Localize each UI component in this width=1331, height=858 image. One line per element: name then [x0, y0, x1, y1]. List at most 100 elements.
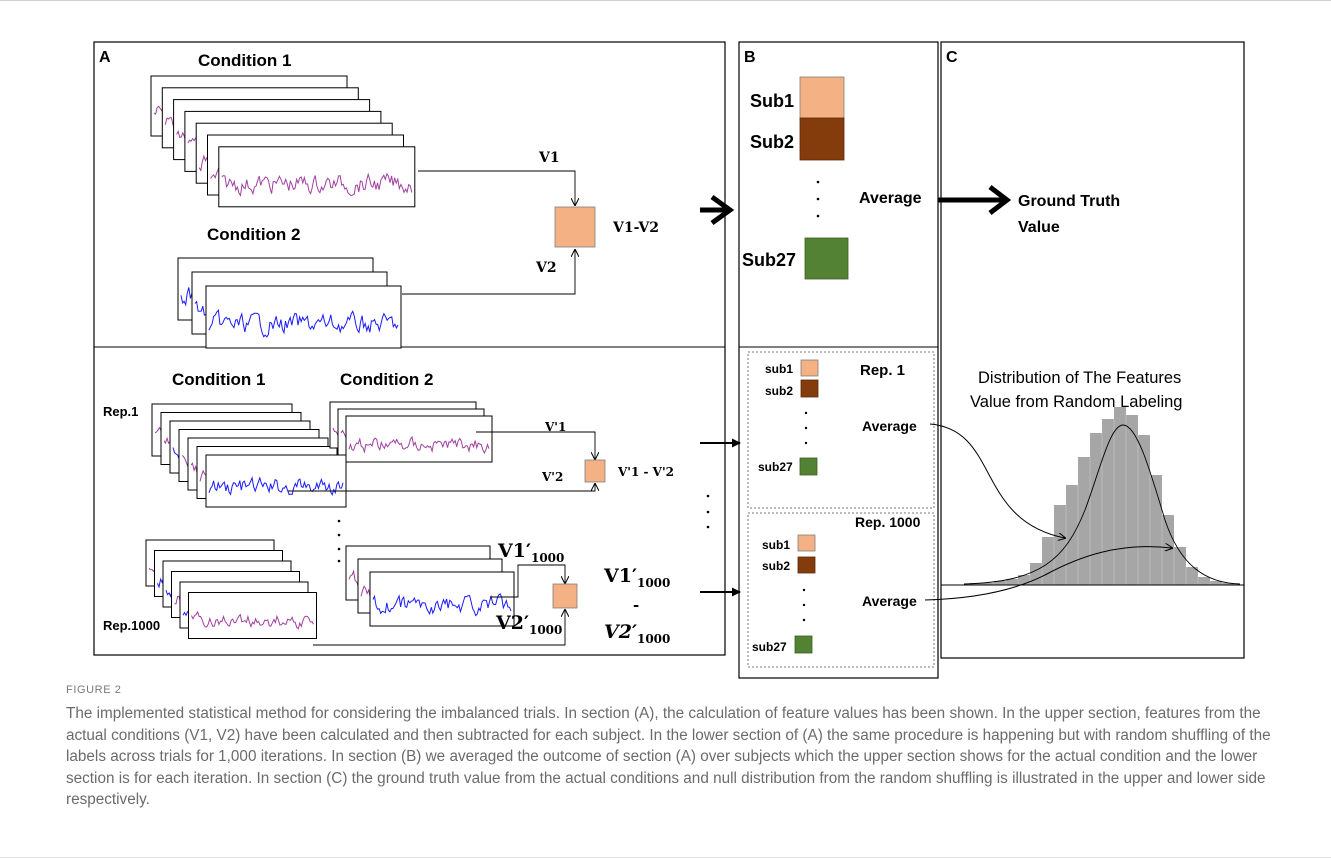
- b-sub2-square: [799, 117, 845, 161]
- b-average-label: Average: [859, 190, 922, 207]
- trial-signal: [372, 593, 512, 617]
- rep1000-v2-connector: [313, 610, 565, 646]
- distribution-title-line1: Distribution of The Features: [978, 369, 1181, 387]
- upper-condition1-trials: [150, 75, 416, 208]
- lower-condition1-label: Condition 1: [172, 370, 265, 389]
- trial-frame: [218, 146, 416, 208]
- histogram-bar: [982, 583, 994, 585]
- b-upper-dots: [816, 180, 820, 218]
- upper-v1-connector: [418, 170, 575, 205]
- rep1000-condition2-trials: [345, 545, 515, 627]
- rep1-vp2-label: V'2: [541, 470, 563, 484]
- ground-truth-line2: Value: [1018, 219, 1060, 236]
- rep1-vp2-connector: [288, 484, 595, 492]
- trial-frame: [188, 592, 317, 639]
- b-sub2-label: Sub2: [750, 132, 794, 152]
- upper-condition2-label: Condition 2: [207, 225, 300, 244]
- null-distribution-histogram: [970, 407, 1234, 585]
- histogram-bar: [1078, 457, 1090, 585]
- histogram-bar: [1222, 583, 1234, 585]
- a-to-b-thick-arrowhead: [710, 194, 735, 226]
- ground-truth-line1: Ground Truth: [1018, 193, 1120, 210]
- histogram-bar: [1174, 547, 1186, 585]
- rep1-condition2-trials: [329, 401, 493, 463]
- upper-difference-square: [554, 206, 596, 248]
- b-rep1-sub2-square: [800, 379, 819, 398]
- histogram-bar: [1162, 515, 1174, 585]
- b-to-c-thick-arrowhead: [988, 185, 1012, 215]
- between-rep-dots: [706, 494, 710, 529]
- panel-c-frame: [940, 41, 1245, 659]
- panel-c-label: C: [946, 49, 958, 66]
- rep1000-condition1-trials: [145, 539, 317, 639]
- panel-b-label: B: [744, 49, 756, 66]
- panel-c: C Ground Truth Value Distribution of The…: [940, 41, 1245, 659]
- histogram-bar: [1090, 433, 1102, 585]
- distribution-curve: [963, 424, 1241, 585]
- rep1000-difference-bottom: V2′1000: [604, 621, 670, 646]
- histogram-bar: [1210, 581, 1222, 585]
- trial-frame: [345, 415, 493, 463]
- b-sub1-label: Sub1: [750, 91, 794, 111]
- histogram-bar: [1198, 577, 1210, 585]
- trial-signal: [221, 172, 413, 197]
- b-rep1-sub27-square: [799, 457, 818, 476]
- histogram-bar: [1054, 505, 1066, 585]
- trial-signal: [348, 435, 490, 455]
- upper-condition1-label: Condition 1: [198, 51, 291, 70]
- trial-signal: [208, 309, 399, 338]
- b-rep1000-dots: [802, 588, 806, 622]
- trial-signal: [208, 476, 344, 496]
- histogram-bar: [1042, 537, 1054, 585]
- method-figure: A Condition 1 Condition 2 V1 V2 V1-V2 Co…: [93, 41, 1245, 679]
- trial-frame: [205, 285, 402, 349]
- rep1000-v2-label: V2′1000: [495, 612, 562, 637]
- upper-condition2-trials: [177, 257, 402, 349]
- lower-condition2-label: Condition 2: [340, 370, 433, 389]
- rep1-difference-label: V'1 - V'2: [617, 465, 674, 479]
- b-rep1000-sub2-square: [797, 556, 816, 574]
- rep1-difference-square: [584, 459, 606, 483]
- rep1-condition1-trials: [151, 403, 347, 508]
- histogram-bar: [994, 581, 1006, 585]
- b-rep1000-sub2-label: sub2: [762, 559, 790, 573]
- b-rep1-average-label: Average: [862, 418, 917, 434]
- histogram-bar: [1186, 567, 1198, 585]
- panel-b-frame: [738, 41, 939, 679]
- b-sub27-label: Sub27: [742, 250, 796, 270]
- b-rep1000-average-label: Average: [862, 593, 917, 609]
- rep1000-v1-connector: [490, 564, 565, 598]
- b-rep1-box: [747, 351, 935, 509]
- b-rep1-title: Rep. 1: [860, 362, 905, 379]
- panel-a-label: A: [99, 49, 111, 66]
- b-rep1-sub1-square: [800, 359, 819, 377]
- histogram-bar: [1150, 475, 1162, 585]
- histogram-bar: [1066, 485, 1078, 585]
- panel-a: A Condition 1 Condition 2 V1 V2 V1-V2 Co…: [93, 41, 726, 656]
- panel-b: B Sub1 Sub2 Average Sub27 Rep. 1 sub1 su…: [738, 41, 939, 679]
- b-rep1000-title: Rep. 1000: [855, 514, 921, 530]
- histogram-bar: [1006, 579, 1018, 585]
- b-rep1000-sub27-label: sub27: [752, 640, 787, 654]
- upper-v2-label: V2: [535, 260, 557, 276]
- rep1-average-curved-arrow: [929, 423, 1065, 538]
- rep1000-v1-label: V1′1000: [497, 540, 564, 565]
- histogram-bar: [1018, 575, 1030, 585]
- distribution-title-line2: Value from Random Labeling: [970, 393, 1183, 411]
- figure-caption: The implemented statistical method for c…: [66, 705, 1271, 808]
- histogram-bar: [1114, 407, 1126, 585]
- histogram-bar: [1102, 419, 1114, 585]
- trial-frame: [205, 454, 347, 508]
- upper-v2-connector: [402, 250, 575, 295]
- b-rep1000-box: [747, 512, 935, 668]
- trial-signal: [191, 610, 314, 630]
- histogram-bar: [1138, 435, 1150, 585]
- rep1000-difference-square: [552, 583, 578, 609]
- b-rep1000-sub1-label: sub1: [762, 538, 790, 552]
- figure-label: FIGURE 2: [66, 684, 122, 696]
- trial-frame: [369, 571, 515, 627]
- b-rep1-dots: [804, 411, 808, 445]
- histogram-bar: [970, 583, 982, 585]
- rep1-label: Rep.1: [103, 404, 138, 419]
- b-rep1000-sub27-square: [794, 635, 813, 654]
